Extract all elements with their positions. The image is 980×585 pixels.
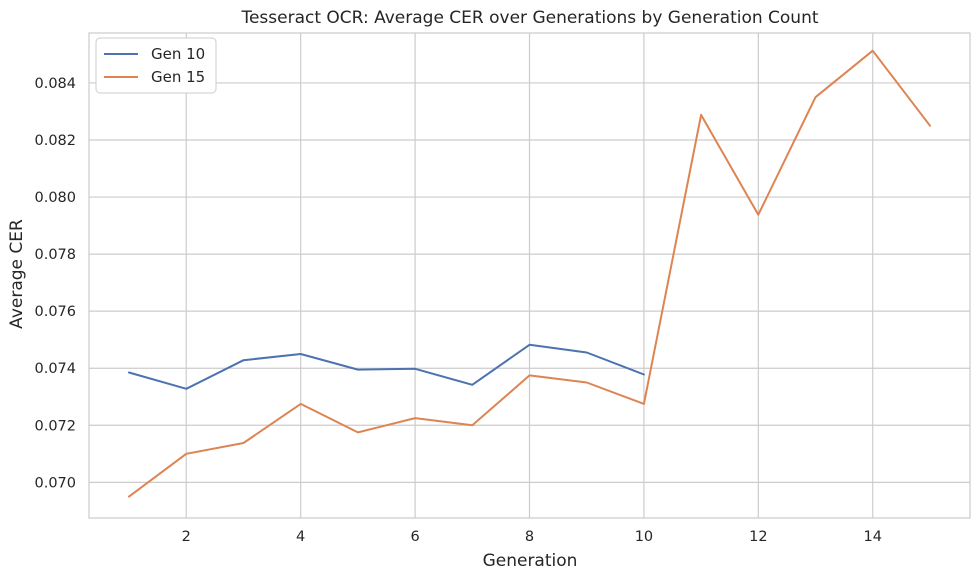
x-axis-label: Generation	[483, 551, 578, 571]
legend-label-gen-10: Gen 10	[151, 45, 205, 63]
y-tick-label: 0.078	[34, 247, 76, 263]
y-tick-label: 0.082	[34, 133, 76, 149]
y-tick-label: 0.080	[34, 190, 76, 206]
legend-label-gen-15: Gen 15	[151, 68, 205, 86]
x-tick-label: 12	[749, 529, 767, 545]
y-tick-label: 0.076	[34, 304, 76, 320]
y-tick-label: 0.070	[34, 475, 76, 491]
x-tick-label: 8	[525, 529, 534, 545]
plot-area-frame	[88, 32, 971, 519]
chart-title: Tesseract OCR: Average CER over Generati…	[240, 8, 818, 28]
x-tick-label: 2	[182, 529, 191, 545]
legend: Gen 10 Gen 15	[95, 37, 217, 94]
x-tick-label: 14	[864, 529, 882, 545]
series-line-gen-15	[128, 49, 931, 498]
y-tick-label: 0.074	[34, 361, 76, 377]
series-line-gen-10	[128, 343, 645, 390]
x-tick-label: 4	[296, 529, 305, 545]
y-axis-label: Average CER	[7, 219, 27, 329]
x-tick-label: 6	[410, 529, 419, 545]
legend-box	[95, 37, 217, 94]
tick-labels: 2 4 6 8 10 12 14 0.070 0.072 0.074 0.076 0.078 0.080…	[34, 76, 881, 545]
grid-lines	[89, 33, 970, 518]
x-tick-label: 10	[635, 529, 653, 545]
series-lines	[128, 49, 931, 498]
y-tick-label: 0.072	[34, 418, 76, 434]
y-tick-label: 0.084	[34, 76, 76, 92]
